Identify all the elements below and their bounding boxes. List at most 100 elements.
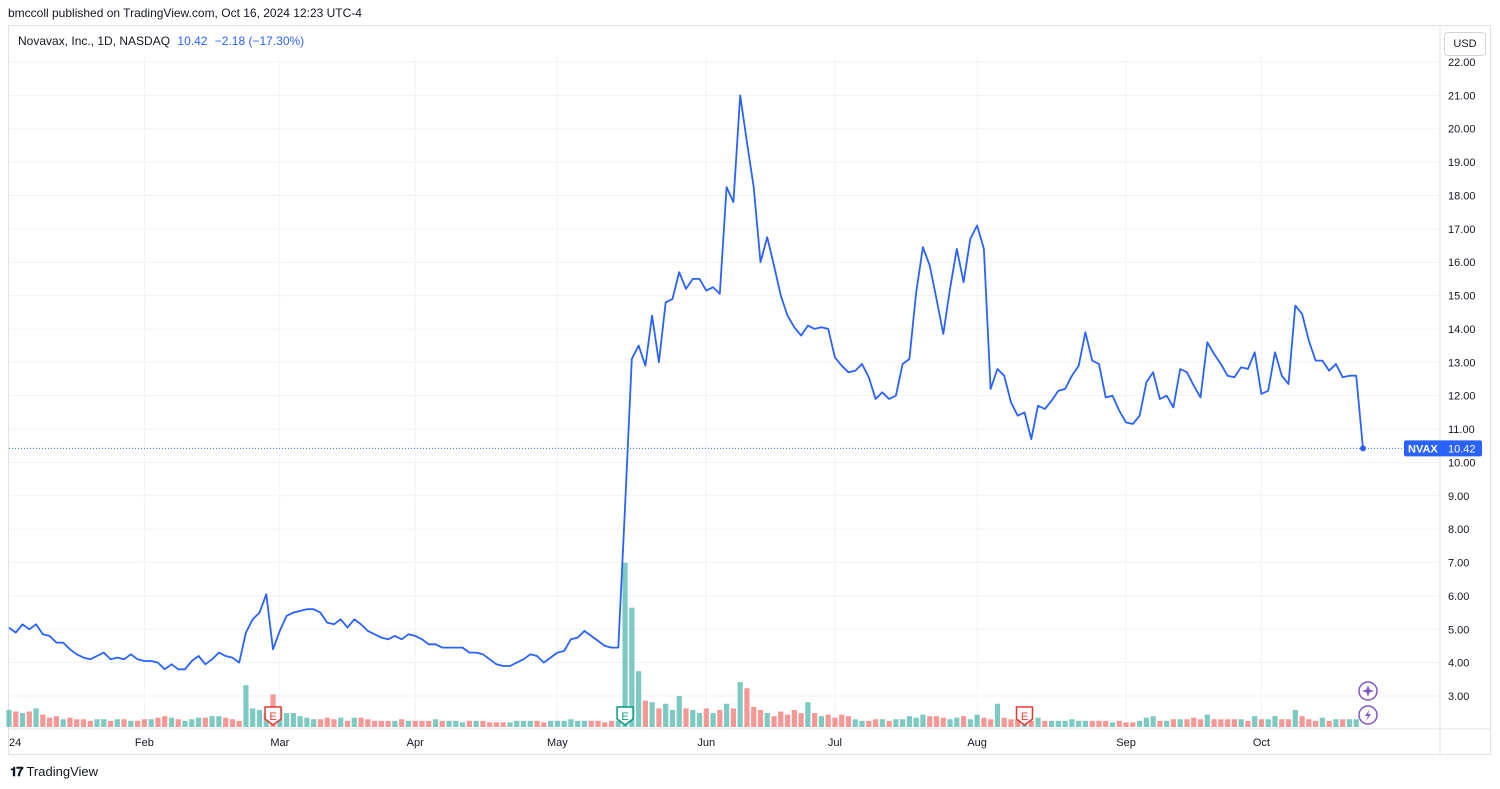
- volume-bar: [683, 708, 689, 727]
- volume-bar: [453, 720, 459, 727]
- y-tick-label: 15.00: [1448, 291, 1476, 303]
- volume-bar: [920, 714, 926, 727]
- volume-bar: [954, 717, 960, 727]
- volume-bar: [459, 722, 466, 727]
- volume-bar: [358, 717, 364, 727]
- volume-bar: [696, 713, 703, 727]
- earnings-marker[interactable]: [264, 706, 282, 726]
- tradingview-brand[interactable]: 𝟏𝟕 TradingView: [10, 764, 98, 780]
- x-tick-label: Jun: [697, 737, 715, 749]
- volume-bar: [649, 702, 655, 727]
- volume-bar: [67, 717, 73, 727]
- symbol-legend: Novavax, Inc., 1D, NASDAQ 10.42 −2.18 (−…: [18, 34, 304, 48]
- volume-bar: [351, 717, 357, 727]
- volume-bar: [412, 720, 418, 727]
- volume-bar: [1055, 720, 1061, 727]
- volume-bar: [832, 717, 838, 727]
- y-tick-label: 10.00: [1448, 457, 1476, 469]
- y-tick-label: 17.00: [1448, 224, 1476, 236]
- volume-bar: [507, 722, 513, 727]
- volume-bar: [283, 713, 290, 727]
- volume-bar: [290, 713, 296, 727]
- volume-bar: [304, 717, 310, 727]
- volume-bar: [703, 708, 709, 727]
- volume-bar: [189, 719, 195, 727]
- volume-bar: [656, 708, 662, 727]
- x-tick-label: Mar: [270, 737, 289, 749]
- volume-bar: [1225, 719, 1231, 727]
- volume-bar: [256, 709, 263, 727]
- volume-bar: [839, 714, 845, 727]
- x-tick-label: Aug: [967, 737, 987, 749]
- volume-bar: [236, 720, 242, 727]
- volume-bar: [988, 719, 994, 727]
- x-tick-label: Apr: [407, 737, 424, 749]
- volume-bar: [324, 717, 330, 727]
- last-price-dot: [1360, 445, 1366, 452]
- volume-bar: [812, 713, 818, 727]
- volume-bar: [981, 717, 987, 727]
- volume-bar: [1279, 719, 1285, 727]
- y-tick-label: 3.00: [1448, 691, 1469, 703]
- earnings-marker[interactable]: [1015, 706, 1034, 726]
- earnings-marker-label: E: [1021, 711, 1028, 723]
- volume-bar: [737, 682, 743, 727]
- volume-bar: [1306, 719, 1312, 727]
- volume-bar: [1184, 719, 1190, 727]
- volume-bar: [927, 716, 933, 727]
- volume-bar: [791, 709, 797, 727]
- volume-bar: [1150, 716, 1156, 727]
- volume-bar: [311, 719, 317, 727]
- volume-bar: [967, 719, 973, 727]
- y-tick-label: 21.00: [1448, 90, 1476, 102]
- volume-bar: [480, 720, 486, 727]
- volume-bar: [419, 720, 425, 727]
- volume-bar: [554, 720, 560, 727]
- volume-bar: [595, 720, 601, 727]
- volume-bar: [1340, 719, 1346, 727]
- volume-bar: [1285, 719, 1292, 727]
- volume-bar: [845, 716, 852, 727]
- sparkle-icon-glyph: [1362, 685, 1374, 697]
- last-price-badge: [1404, 440, 1482, 457]
- volume-bar: [615, 720, 621, 727]
- volume-bar: [1299, 716, 1305, 727]
- volume-bar: [135, 720, 141, 727]
- volume-bar: [852, 719, 858, 727]
- volume-bar: [1170, 719, 1177, 727]
- volume-bar: [182, 720, 188, 727]
- volume-bar: [1197, 719, 1204, 727]
- volume-bar: [114, 719, 120, 727]
- volume-bar: [1238, 719, 1244, 727]
- volume-bar: [1001, 717, 1007, 727]
- volume-bar: [1245, 720, 1251, 727]
- volume-bar: [629, 607, 635, 727]
- volume-bar: [1313, 720, 1319, 727]
- volume-bar: [209, 716, 215, 727]
- volume-bar: [121, 719, 127, 727]
- y-tick-label: 4.00: [1448, 658, 1469, 670]
- chart-frame: [8, 25, 1491, 755]
- volume-bar: [107, 720, 114, 727]
- volume-bar: [1258, 719, 1265, 727]
- volume-bar: [724, 703, 730, 727]
- volume-bar: [1231, 719, 1237, 727]
- volume-bar: [33, 708, 39, 727]
- volume-bar: [1062, 720, 1068, 727]
- volume-bar: [717, 709, 723, 727]
- volume-bar: [974, 714, 980, 727]
- volume-bar: [636, 671, 642, 727]
- currency-button[interactable]: USD: [1444, 32, 1486, 56]
- volume-bar: [663, 703, 669, 727]
- lightning-icon-glyph: [1365, 709, 1371, 721]
- volume-bar: [168, 717, 175, 727]
- volume-bar: [1008, 719, 1014, 727]
- volume-bar: [859, 720, 865, 727]
- volume-bar: [886, 720, 892, 727]
- volume-bar: [1103, 720, 1109, 727]
- volume-bar: [866, 720, 872, 727]
- volume-bar: [493, 722, 500, 727]
- volume-bar: [1082, 720, 1089, 727]
- earnings-marker[interactable]: [616, 706, 634, 726]
